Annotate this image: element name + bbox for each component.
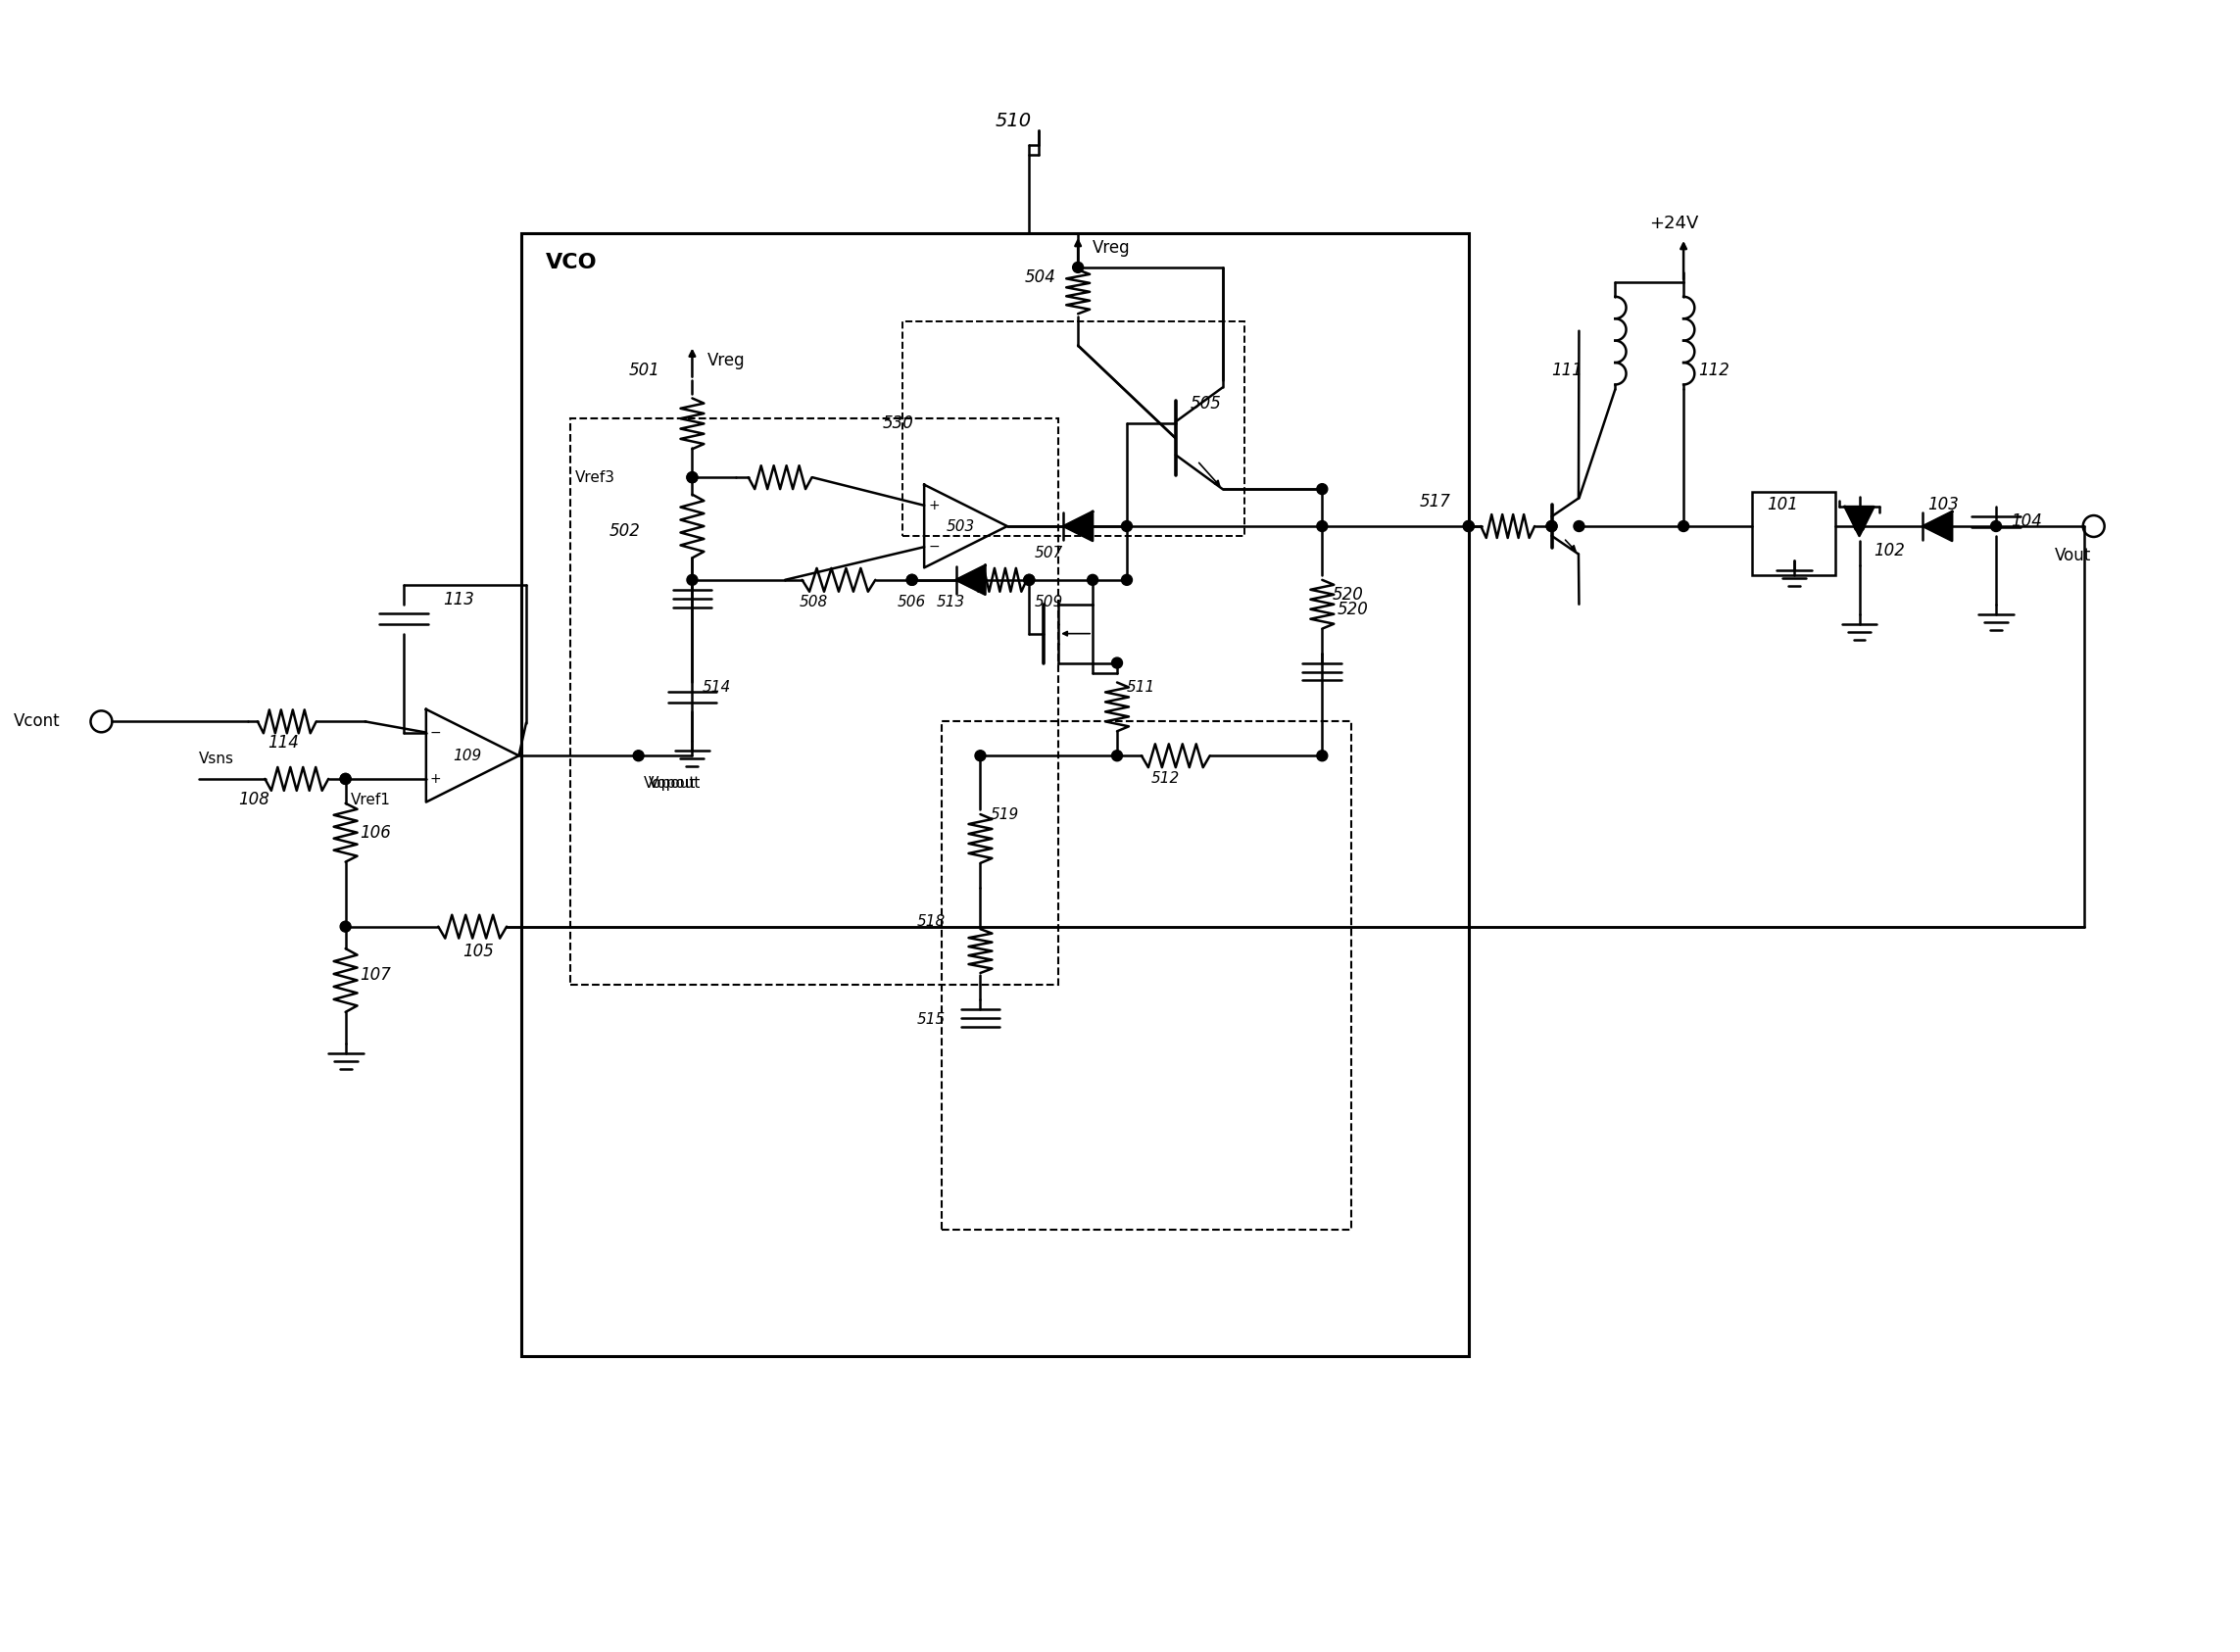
Text: VCO: VCO — [547, 253, 598, 273]
Text: +24V: +24V — [1649, 215, 1698, 233]
Text: 508: 508 — [800, 595, 829, 610]
Circle shape — [1678, 520, 1689, 532]
Text: 108: 108 — [237, 791, 269, 808]
Circle shape — [974, 750, 986, 762]
Circle shape — [340, 773, 352, 785]
Circle shape — [1024, 575, 1035, 585]
Text: Vreg: Vreg — [708, 352, 744, 368]
Circle shape — [1546, 520, 1557, 532]
Circle shape — [1463, 520, 1474, 532]
Polygon shape — [956, 565, 986, 595]
Circle shape — [1575, 520, 1584, 532]
Text: 113: 113 — [444, 591, 475, 608]
Bar — [571, 418, 1060, 985]
Text: 507: 507 — [1035, 547, 1062, 562]
Text: 103: 103 — [1929, 496, 1960, 514]
Circle shape — [1317, 520, 1328, 532]
Text: 520: 520 — [1333, 586, 1364, 603]
Text: 520: 520 — [1337, 600, 1369, 618]
Text: Vout: Vout — [2054, 547, 2092, 565]
Text: 109: 109 — [452, 748, 482, 763]
Text: 513: 513 — [936, 595, 965, 610]
Circle shape — [1111, 750, 1122, 762]
Text: 503: 503 — [945, 519, 974, 534]
Circle shape — [1122, 575, 1131, 585]
Text: 505: 505 — [1189, 395, 1221, 413]
Text: 517: 517 — [1420, 492, 1452, 510]
Circle shape — [1122, 520, 1131, 532]
Polygon shape — [1922, 512, 1951, 540]
Circle shape — [907, 575, 918, 585]
Text: 105: 105 — [464, 942, 495, 960]
Text: Vopout: Vopout — [643, 776, 697, 790]
Circle shape — [907, 575, 918, 585]
Text: Vref3: Vref3 — [576, 471, 616, 484]
Circle shape — [1111, 657, 1122, 669]
Polygon shape — [1064, 512, 1093, 540]
Text: 106: 106 — [361, 824, 392, 841]
Text: 112: 112 — [1698, 362, 1729, 378]
Circle shape — [340, 773, 352, 785]
Text: 530: 530 — [883, 415, 914, 433]
Text: Vreg: Vreg — [1093, 240, 1131, 256]
Circle shape — [1086, 575, 1098, 585]
Circle shape — [1317, 484, 1328, 494]
Bar — [1752, 492, 1835, 575]
Circle shape — [688, 472, 697, 482]
Text: 511: 511 — [1127, 681, 1156, 695]
Circle shape — [1991, 520, 2000, 532]
Text: Vsns: Vsns — [199, 752, 235, 767]
Text: 509: 509 — [1035, 595, 1062, 610]
Text: −: − — [430, 725, 441, 740]
Text: 515: 515 — [916, 1013, 945, 1026]
Text: Vref1: Vref1 — [349, 793, 390, 808]
Text: 510: 510 — [995, 112, 1030, 131]
Bar — [941, 722, 1351, 1229]
Text: 506: 506 — [898, 595, 925, 610]
Text: +: + — [927, 499, 939, 512]
Text: 519: 519 — [990, 806, 1019, 821]
Circle shape — [634, 750, 643, 762]
Circle shape — [1317, 750, 1328, 762]
Text: 114: 114 — [267, 733, 298, 752]
Text: +: + — [430, 771, 441, 786]
Bar — [522, 233, 1469, 1356]
Text: 514: 514 — [701, 681, 730, 695]
Circle shape — [1463, 520, 1474, 532]
Text: 101: 101 — [1767, 496, 1799, 514]
Text: −: − — [927, 540, 939, 553]
Text: 501: 501 — [629, 362, 661, 378]
Text: 512: 512 — [1151, 771, 1180, 785]
Text: 111: 111 — [1552, 362, 1584, 378]
Text: 504: 504 — [1024, 268, 1055, 286]
Text: Vcont: Vcont — [13, 712, 60, 730]
Bar — [903, 320, 1243, 535]
Circle shape — [1546, 520, 1557, 532]
Circle shape — [688, 472, 697, 482]
Circle shape — [340, 922, 352, 932]
Text: 102: 102 — [1875, 542, 1906, 560]
Circle shape — [1855, 520, 1864, 532]
Circle shape — [1073, 263, 1084, 273]
Text: 518: 518 — [916, 914, 945, 928]
Circle shape — [688, 575, 697, 585]
Text: 502: 502 — [609, 522, 641, 540]
Text: 107: 107 — [361, 966, 392, 985]
Polygon shape — [1846, 507, 1875, 535]
Text: Vopout: Vopout — [647, 776, 701, 790]
Text: 104: 104 — [2012, 512, 2043, 530]
Circle shape — [1024, 575, 1035, 585]
